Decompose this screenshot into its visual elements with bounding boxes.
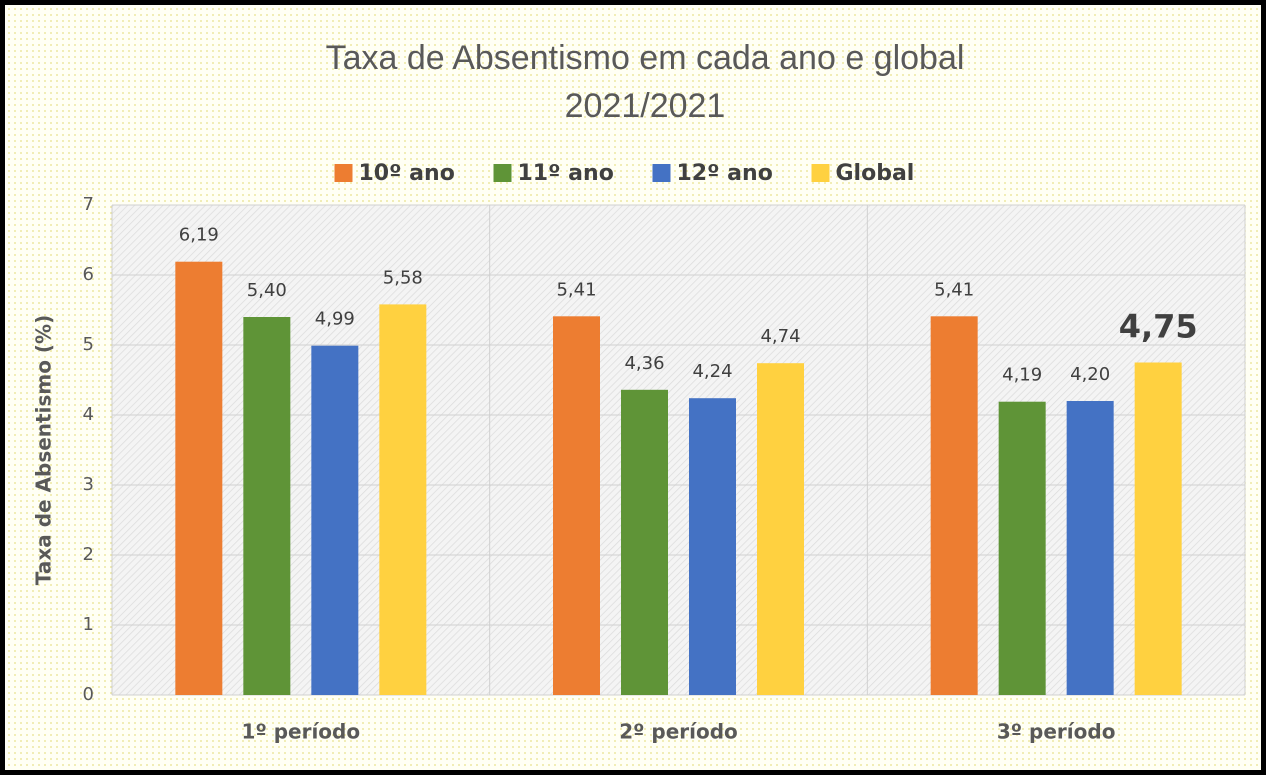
bar	[175, 261, 223, 695]
bar	[930, 316, 978, 695]
legend-label: Global	[836, 161, 915, 186]
chart-title: Taxa de Absentismo em cada ano e global	[326, 39, 965, 77]
legend-label: 10º ano	[359, 161, 455, 186]
x-tick-label: 2º período	[619, 720, 738, 744]
y-tick-label: 7	[83, 194, 94, 215]
y-tick-label: 3	[83, 474, 94, 495]
y-tick-label: 0	[83, 684, 94, 705]
bar	[243, 317, 291, 695]
bar	[998, 401, 1046, 695]
data-label: 5,41	[934, 279, 974, 300]
x-tick-label: 3º período	[997, 720, 1116, 744]
legend-swatch	[493, 164, 512, 182]
bar	[1066, 401, 1114, 695]
bar	[379, 304, 427, 695]
y-tick-label: 2	[83, 544, 94, 565]
data-label: 5,58	[383, 267, 423, 288]
y-tick-label: 5	[83, 334, 94, 355]
chart-subtitle: 2021/2021	[565, 87, 726, 125]
legend-label: 11º ano	[518, 161, 614, 186]
bar	[621, 389, 668, 695]
data-label: 6,19	[179, 225, 219, 246]
data-label: 4,36	[624, 353, 664, 374]
bar	[689, 398, 736, 695]
data-label: 4,24	[692, 361, 732, 382]
legend-swatch	[334, 164, 353, 182]
bar	[1134, 362, 1182, 695]
legend: 10º ano 11º ano 12º ano Global	[334, 161, 915, 186]
bar	[553, 316, 600, 695]
data-label: 5,41	[556, 279, 596, 300]
y-tick-label: 4	[83, 404, 94, 425]
y-tick-label: 6	[83, 264, 94, 285]
bar	[757, 363, 804, 695]
legend-label: 12º ano	[677, 161, 773, 186]
x-tick-label: 1º período	[242, 720, 361, 744]
plot-area	[112, 205, 1245, 695]
data-label: 4,19	[1002, 365, 1042, 386]
data-label: 4,75	[1119, 308, 1198, 346]
legend-swatch	[811, 164, 830, 182]
data-label: 4,20	[1070, 364, 1110, 385]
data-label: 4,99	[315, 309, 355, 330]
data-label: 5,40	[247, 280, 287, 301]
y-axis-label: Taxa de Absentismo (%)	[32, 315, 56, 585]
data-label: 4,74	[760, 326, 800, 347]
bar	[311, 345, 359, 695]
y-tick-label: 1	[83, 614, 94, 635]
legend-swatch	[652, 164, 671, 182]
